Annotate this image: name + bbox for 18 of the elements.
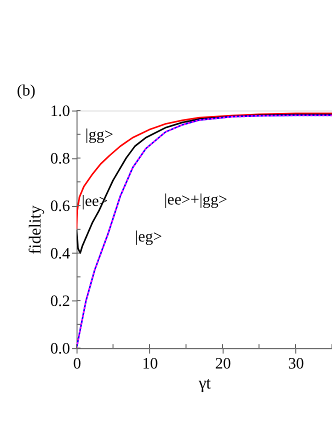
chart-title: (b) bbox=[16, 82, 36, 100]
y-tick-label: 0.4 bbox=[50, 246, 70, 263]
line-series bbox=[76, 114, 332, 254]
x-tick-label: 0 bbox=[73, 355, 82, 372]
x-axis-title: γt bbox=[198, 373, 212, 392]
y-tick-label: 0.8 bbox=[50, 150, 70, 168]
line-series bbox=[76, 112, 332, 230]
x-tick-label: 30 bbox=[288, 355, 304, 372]
y-tick-label: 0.2 bbox=[50, 293, 70, 310]
x-tick-label: 20 bbox=[215, 355, 232, 372]
y-axis-title: fidelity bbox=[25, 204, 44, 254]
y-tick-label: 1.0 bbox=[50, 103, 70, 120]
y-tick-label: 0.6 bbox=[50, 198, 70, 216]
x-tick-label: 10 bbox=[142, 355, 158, 372]
series-label: |eg> bbox=[134, 228, 162, 246]
text: |ee>+|gg> bbox=[164, 192, 228, 209]
series-label: |gg> bbox=[85, 126, 114, 144]
y-tick-label: 0.0 bbox=[50, 340, 70, 358]
